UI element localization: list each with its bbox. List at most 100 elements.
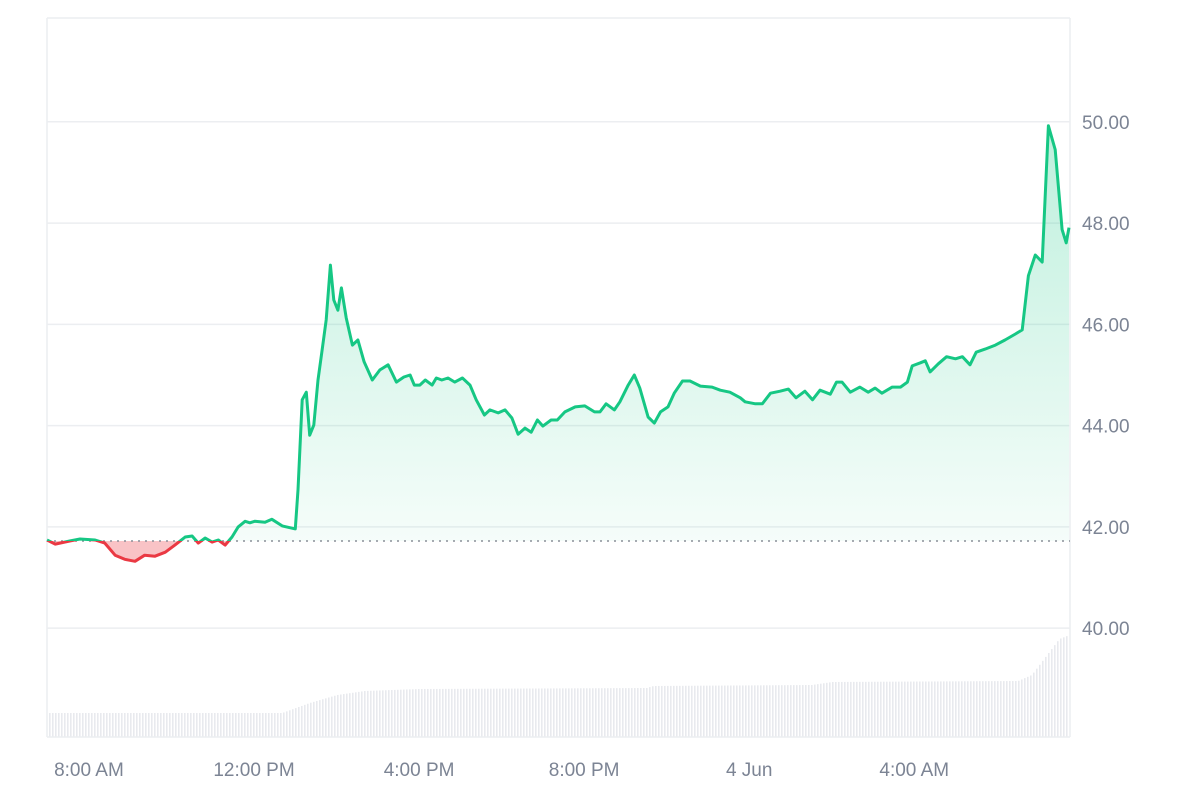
volume-bar — [754, 685, 756, 737]
volume-bar — [946, 681, 948, 737]
volume-bar — [1003, 681, 1005, 737]
volume-bar — [574, 688, 576, 737]
y-tick-label: 48.00 — [1082, 214, 1130, 235]
volume-bar — [622, 688, 624, 737]
volume-bar — [751, 685, 753, 737]
volume-bar — [844, 681, 846, 737]
volume-bar — [799, 685, 801, 737]
volume-bar — [361, 691, 363, 737]
volume-bar — [580, 688, 582, 737]
volume-bar — [127, 713, 129, 737]
volume-bar — [232, 713, 234, 737]
volume-bar — [856, 681, 858, 737]
volume-bar — [325, 698, 327, 737]
x-tick-label: 4 Jun — [726, 760, 772, 781]
volume-bar — [646, 688, 648, 737]
volume-bar — [61, 713, 63, 737]
volume-bar — [847, 681, 849, 737]
volume-bar — [199, 713, 201, 737]
volume-bar — [481, 688, 483, 737]
volume-bar — [400, 689, 402, 737]
volume-bar — [880, 681, 882, 737]
volume-bar — [520, 688, 522, 737]
volume-bar — [457, 688, 459, 737]
volume-bar — [301, 705, 303, 737]
volume-bar — [886, 681, 888, 737]
volume-bar — [832, 681, 834, 737]
volume-bar — [637, 688, 639, 737]
volume-bar — [982, 681, 984, 737]
volume-bar — [667, 685, 669, 737]
volume-bar — [79, 713, 81, 737]
volume-bar — [577, 688, 579, 737]
volume-bar — [157, 713, 159, 737]
volume-bar — [709, 685, 711, 737]
price-line[interactable] — [46, 124, 1071, 563]
volume-bar — [493, 688, 495, 737]
volume-bar — [349, 693, 351, 737]
volume-bar — [115, 713, 117, 737]
volume-bar — [235, 713, 237, 737]
volume-bar — [970, 681, 972, 737]
volume-bar — [739, 685, 741, 737]
volume-bar — [772, 685, 774, 737]
volume-bar — [652, 686, 654, 737]
volume-bar — [148, 713, 150, 737]
volume-bar — [535, 688, 537, 737]
volume-bar — [388, 690, 390, 737]
volume-bar — [805, 685, 807, 737]
volume-bar — [928, 681, 930, 737]
volume-bar — [922, 681, 924, 737]
volume-bar — [283, 712, 285, 737]
volume-bar — [616, 688, 618, 737]
volume-bar — [469, 688, 471, 737]
volume-bar — [484, 688, 486, 737]
volume-bar — [487, 688, 489, 737]
volume-bar — [787, 685, 789, 737]
volume-bar — [229, 713, 231, 737]
volume-bar — [355, 692, 357, 737]
volume-bar — [412, 689, 414, 737]
volume-bar — [532, 688, 534, 737]
volume-bar — [883, 681, 885, 737]
volume-bar — [505, 688, 507, 737]
volume-bar — [364, 691, 366, 737]
volume-bar — [292, 709, 294, 737]
volume-bar — [508, 688, 510, 737]
volume-bar — [1033, 672, 1035, 737]
volume-bar — [784, 685, 786, 737]
volume-bar — [214, 713, 216, 737]
volume-bar — [706, 685, 708, 737]
volume-bar — [436, 688, 438, 737]
volume-bar — [721, 685, 723, 737]
volume-bar — [76, 713, 78, 737]
volume-bar — [601, 688, 603, 737]
volume-bar — [808, 685, 810, 737]
volume-bar — [445, 688, 447, 737]
volume-bar — [1045, 656, 1047, 737]
volume-bar — [541, 688, 543, 737]
volume-bar — [931, 681, 933, 737]
volume-bar — [586, 688, 588, 737]
volume-bar — [994, 681, 996, 737]
volume-bar — [904, 681, 906, 737]
volume-bar — [1015, 681, 1017, 737]
volume-bar — [943, 681, 945, 737]
volume-bar — [625, 688, 627, 737]
volume-bar — [1063, 637, 1065, 737]
y-tick-label: 44.00 — [1082, 417, 1130, 438]
volume-bar — [202, 713, 204, 737]
volume-bar — [223, 713, 225, 737]
volume-bar — [67, 713, 69, 737]
volume-bar — [91, 713, 93, 737]
volume-bar — [865, 681, 867, 737]
volume-bar — [802, 685, 804, 737]
volume-bar — [442, 688, 444, 737]
volume-bar — [598, 688, 600, 737]
volume-bar — [187, 713, 189, 737]
volume-bar — [562, 688, 564, 737]
price-area — [47, 125, 1069, 562]
volume-bar — [478, 688, 480, 737]
volume-bar — [439, 688, 441, 737]
